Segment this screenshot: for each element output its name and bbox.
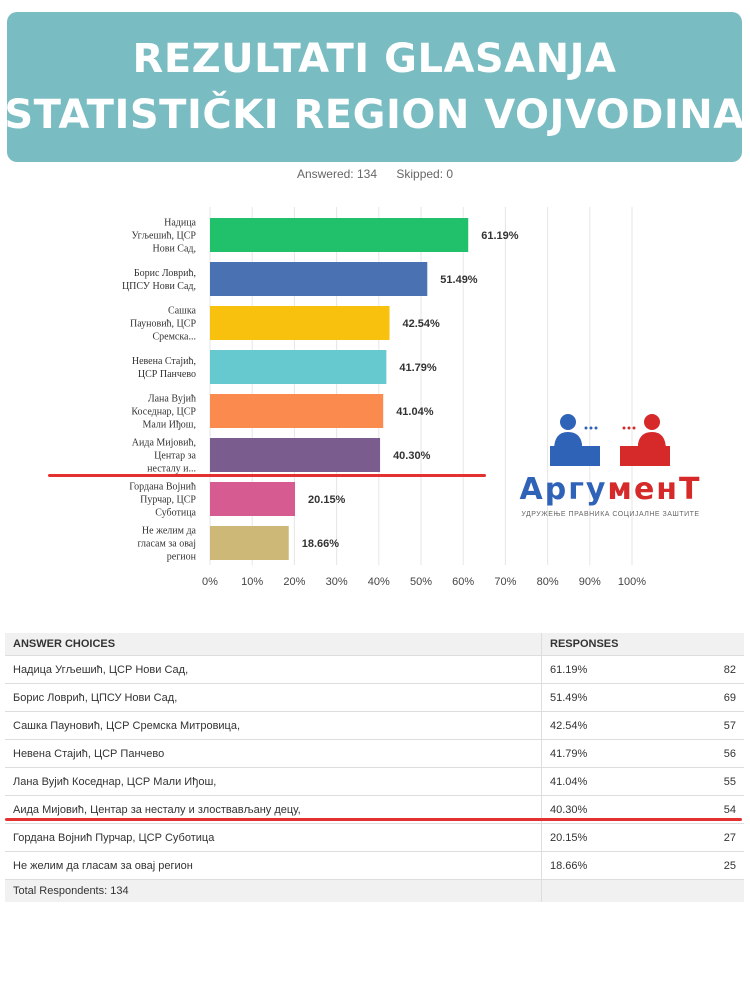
row-count: 56 <box>688 739 744 768</box>
table-row: Не желим да гласам за овај регион 18.66%… <box>5 851 744 880</box>
table-row: Гордана Војнић Пурчар, ЦСР Суботица 20.1… <box>5 823 744 852</box>
row-choice: Надица Угљешић, ЦСР Нови Сад, <box>5 655 542 684</box>
bar <box>210 438 381 472</box>
row-choice: Сашка Пауновић, ЦСР Сремска Митровица, <box>5 711 542 740</box>
bar-value-label: 51.49% <box>440 274 478 286</box>
table-row: Невена Стајић, ЦСР Панчево 41.79% 56 <box>5 739 744 768</box>
x-tick-label: 30% <box>326 576 348 588</box>
category-label: Не желим да гласам за овај регион <box>137 526 196 563</box>
logo-word-part1: Аргу <box>519 472 608 507</box>
bar <box>210 262 428 296</box>
table-row: Борис Ловрић, ЦПСУ Нови Сад, 51.49% 69 <box>5 683 744 712</box>
bar-value-label: 42.54% <box>403 318 441 330</box>
row-count: 57 <box>688 711 744 740</box>
x-tick-label: 100% <box>618 576 646 588</box>
logo-word-part2: менТ <box>607 472 702 507</box>
bar <box>210 306 390 340</box>
row-count: 82 <box>688 655 744 684</box>
logo-subtitle: УДРУЖЕЊЕ ПРАВНИКА СОЦИЈАЛНЕ ЗАШТИТЕ <box>521 511 700 518</box>
category-label: Лана Вујић Коседнар, ЦСР Мали Иђош, <box>131 394 196 431</box>
argument-logo: АргуменТ УДРУЖЕЊЕ ПРАВНИКА СОЦИЈАЛНЕ ЗАШ… <box>488 410 733 525</box>
category-label: Аида Мијовић, Центар за несталу и... <box>132 438 197 475</box>
bar-value-label: 41.79% <box>399 362 437 374</box>
x-tick-label: 80% <box>537 576 559 588</box>
row-choice: Лана Вујић Коседнар, ЦСР Мали Иђош, <box>5 767 542 796</box>
chart-highlight-line <box>48 474 486 477</box>
row-percent: 42.54% <box>541 711 688 740</box>
x-tick-label: 0% <box>202 576 218 588</box>
responses-table: ANSWER CHOICES RESPONSES Надица Угљешић,… <box>5 633 744 902</box>
bar-value-label: 18.66% <box>302 538 340 550</box>
category-label: Гордана Војнић Пурчар, ЦСР Суботица <box>129 482 196 519</box>
row-percent: 20.15% <box>541 823 688 852</box>
x-tick-label: 60% <box>452 576 474 588</box>
category-label: Невена Стајић, ЦСР Панчево <box>132 356 196 380</box>
title-banner: REZULTATI GLASANJA STATISTIČKI REGION VO… <box>4 12 745 162</box>
bar <box>210 482 296 516</box>
bar-value-label: 40.30% <box>393 450 431 462</box>
logo-wordmark: АргуменТ <box>488 472 733 507</box>
table-highlight-line <box>5 818 742 821</box>
bar <box>210 218 469 252</box>
x-tick-label: 50% <box>410 576 432 588</box>
row-choice: Гордана Војнић Пурчар, ЦСР Суботица <box>5 823 542 852</box>
row-count: 25 <box>688 851 744 880</box>
row-percent: 51.49% <box>541 683 688 712</box>
row-percent: 41.79% <box>541 739 688 768</box>
total-row: Total Respondents: 134 <box>5 879 744 902</box>
row-percent: 18.66% <box>541 851 688 880</box>
row-choice: Не желим да гласам за овај регион <box>5 851 542 880</box>
row-count: 55 <box>688 767 744 796</box>
banner-title-line2: STATISTIČKI REGION VOJVODINA <box>4 92 745 138</box>
row-percent: 61.19% <box>541 655 688 684</box>
table-row: Сашка Пауновић, ЦСР Сремска Митровица, 4… <box>5 711 744 740</box>
response-meta: Answered: 134 Skipped: 0 <box>0 167 750 181</box>
x-tick-label: 90% <box>579 576 601 588</box>
bar-value-label: 61.19% <box>481 230 519 242</box>
bar <box>210 350 387 384</box>
banner-title-line1: REZULTATI GLASANJA <box>132 36 617 82</box>
header-responses: RESPONSES <box>541 633 744 656</box>
category-label: Борис Ловрић, ЦПСУ Нови Сад, <box>122 268 196 292</box>
table-header-row: ANSWER CHOICES RESPONSES <box>5 633 744 656</box>
x-tick-label: 40% <box>368 576 390 588</box>
row-choice: Невена Стајић, ЦСР Панчево <box>5 739 542 768</box>
bar <box>210 394 384 428</box>
total-respondents: Total Respondents: 134 <box>5 879 542 902</box>
header-answer-choices: ANSWER CHOICES <box>5 633 542 656</box>
logo-figures-icon <box>550 414 670 466</box>
bar-chart: 61.19% Надица Угљешић, ЦСР Нови Сад, 51.49% Б… <box>122 207 646 588</box>
bar-value-label: 20.15% <box>308 494 346 506</box>
category-label: Сашка Пауновић, ЦСР Сремска... <box>130 306 197 343</box>
row-choice: Борис Ловрић, ЦПСУ Нови Сад, <box>5 683 542 712</box>
x-tick-label: 10% <box>241 576 263 588</box>
bar-value-label: 41.04% <box>396 406 434 418</box>
category-label: Надица Угљешић, ЦСР Нови Сад, <box>131 218 196 255</box>
row-count: 69 <box>688 683 744 712</box>
bar <box>210 526 289 560</box>
table-row: Надица Угљешић, ЦСР Нови Сад, 61.19% 82 <box>5 655 744 684</box>
total-empty-cell <box>541 879 744 902</box>
skipped-count: Skipped: 0 <box>396 167 454 181</box>
row-count: 27 <box>688 823 744 852</box>
table-row: Лана Вујић Коседнар, ЦСР Мали Иђош, 41.0… <box>5 767 744 796</box>
row-percent: 41.04% <box>541 767 688 796</box>
x-tick-label: 20% <box>283 576 305 588</box>
x-tick-label: 70% <box>494 576 516 588</box>
answered-count: Answered: 134 <box>296 167 377 181</box>
